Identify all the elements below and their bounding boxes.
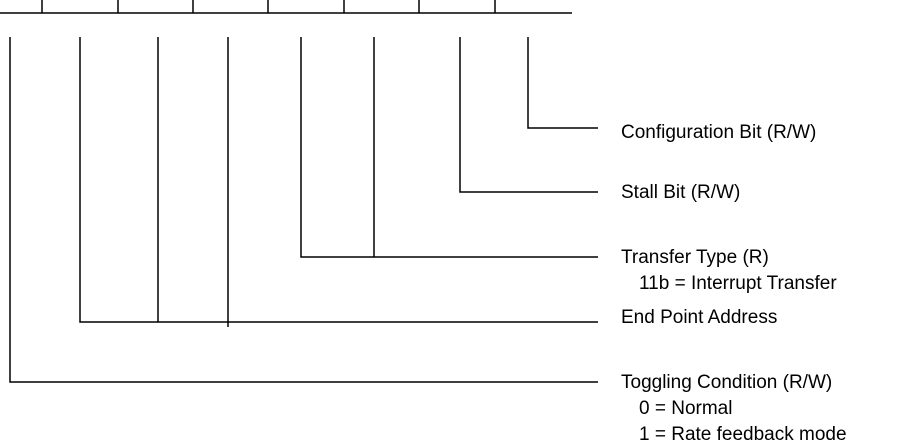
toggle-detail-normal: 0 = Normal — [639, 398, 733, 419]
toggle-detail-rate-feedback: 1 = Rate feedback mode — [639, 424, 847, 445]
toggle-label: Toggling Condition (R/W) — [621, 372, 833, 393]
transfer-type-label: Transfer Type (R) — [621, 247, 769, 268]
config-bit-label: Configuration Bit (R/W) — [621, 122, 817, 143]
config-bit-leader — [527, 37, 598, 129]
end-point-leader — [79, 37, 598, 323]
transfer-type-leader — [300, 37, 598, 258]
stall-bit-leader — [459, 37, 598, 193]
transfer-type-detail: 11b = Interrupt Transfer — [639, 273, 837, 294]
end-point-label: End Point Address — [621, 307, 778, 328]
toggle-leader — [9, 37, 598, 383]
stall-bit-label: Stall Bit (R/W) — [621, 182, 741, 203]
